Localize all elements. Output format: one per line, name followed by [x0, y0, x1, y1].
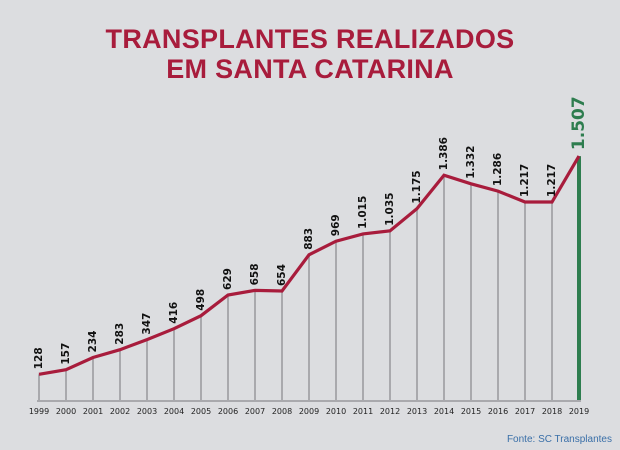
- x-tick-label: 2018: [542, 407, 562, 416]
- data-label: 1.217: [519, 164, 531, 197]
- x-tick-label: 2000: [56, 407, 76, 416]
- data-label: 1.175: [411, 170, 423, 203]
- data-label: 157: [60, 343, 72, 365]
- chart-title-line-1: TRANSPLANTES REALIZADOS: [105, 24, 515, 54]
- data-label: 283: [114, 323, 126, 345]
- source-note: Fonte: SC Transplantes: [506, 434, 612, 445]
- x-tick-label: 2017: [515, 407, 535, 416]
- data-label: 1.286: [492, 153, 504, 186]
- x-tick-label: 2009: [299, 407, 319, 416]
- x-tick-label: 2019: [569, 407, 589, 416]
- data-label: 347: [141, 313, 153, 335]
- data-label: 416: [168, 302, 180, 324]
- x-tick-label: 2007: [245, 407, 265, 416]
- data-label: 498: [195, 289, 207, 311]
- x-tick-label: 2005: [191, 407, 211, 416]
- data-label: 883: [303, 228, 315, 250]
- data-label: 654: [276, 264, 288, 286]
- x-tick-label: 2001: [83, 407, 103, 416]
- data-label: 1.386: [438, 137, 450, 170]
- x-tick-label: 2015: [461, 407, 481, 416]
- x-tick-label: 2010: [326, 407, 346, 416]
- highlight-data-label: 1.507: [569, 96, 589, 150]
- x-tick-label: 2012: [380, 407, 400, 416]
- series-line: [38, 155, 581, 376]
- data-label: 1.015: [357, 196, 369, 229]
- x-tick-label: 2002: [110, 407, 130, 416]
- x-tick-label: 2006: [218, 407, 238, 416]
- data-label: 1.217: [546, 164, 558, 197]
- data-label: 969: [330, 214, 342, 236]
- x-tick-label: 2003: [137, 407, 157, 416]
- data-label: 658: [249, 263, 261, 285]
- x-tick-label: 2013: [407, 407, 427, 416]
- chart-title-line-2: EM SANTA CATARINA: [166, 54, 454, 84]
- x-tick-label: 2011: [353, 407, 373, 416]
- x-tick-label: 2016: [488, 407, 508, 416]
- x-tick-label: 2004: [164, 407, 184, 416]
- x-tick-label: 2014: [434, 407, 454, 416]
- data-label: 1.332: [465, 146, 477, 179]
- x-tick-label: 1999: [29, 407, 49, 416]
- data-label: 629: [222, 268, 234, 290]
- data-label: 234: [87, 331, 99, 353]
- data-label: 1.035: [384, 193, 396, 226]
- x-tick-label: 2008: [272, 407, 292, 416]
- data-label: 128: [33, 347, 45, 369]
